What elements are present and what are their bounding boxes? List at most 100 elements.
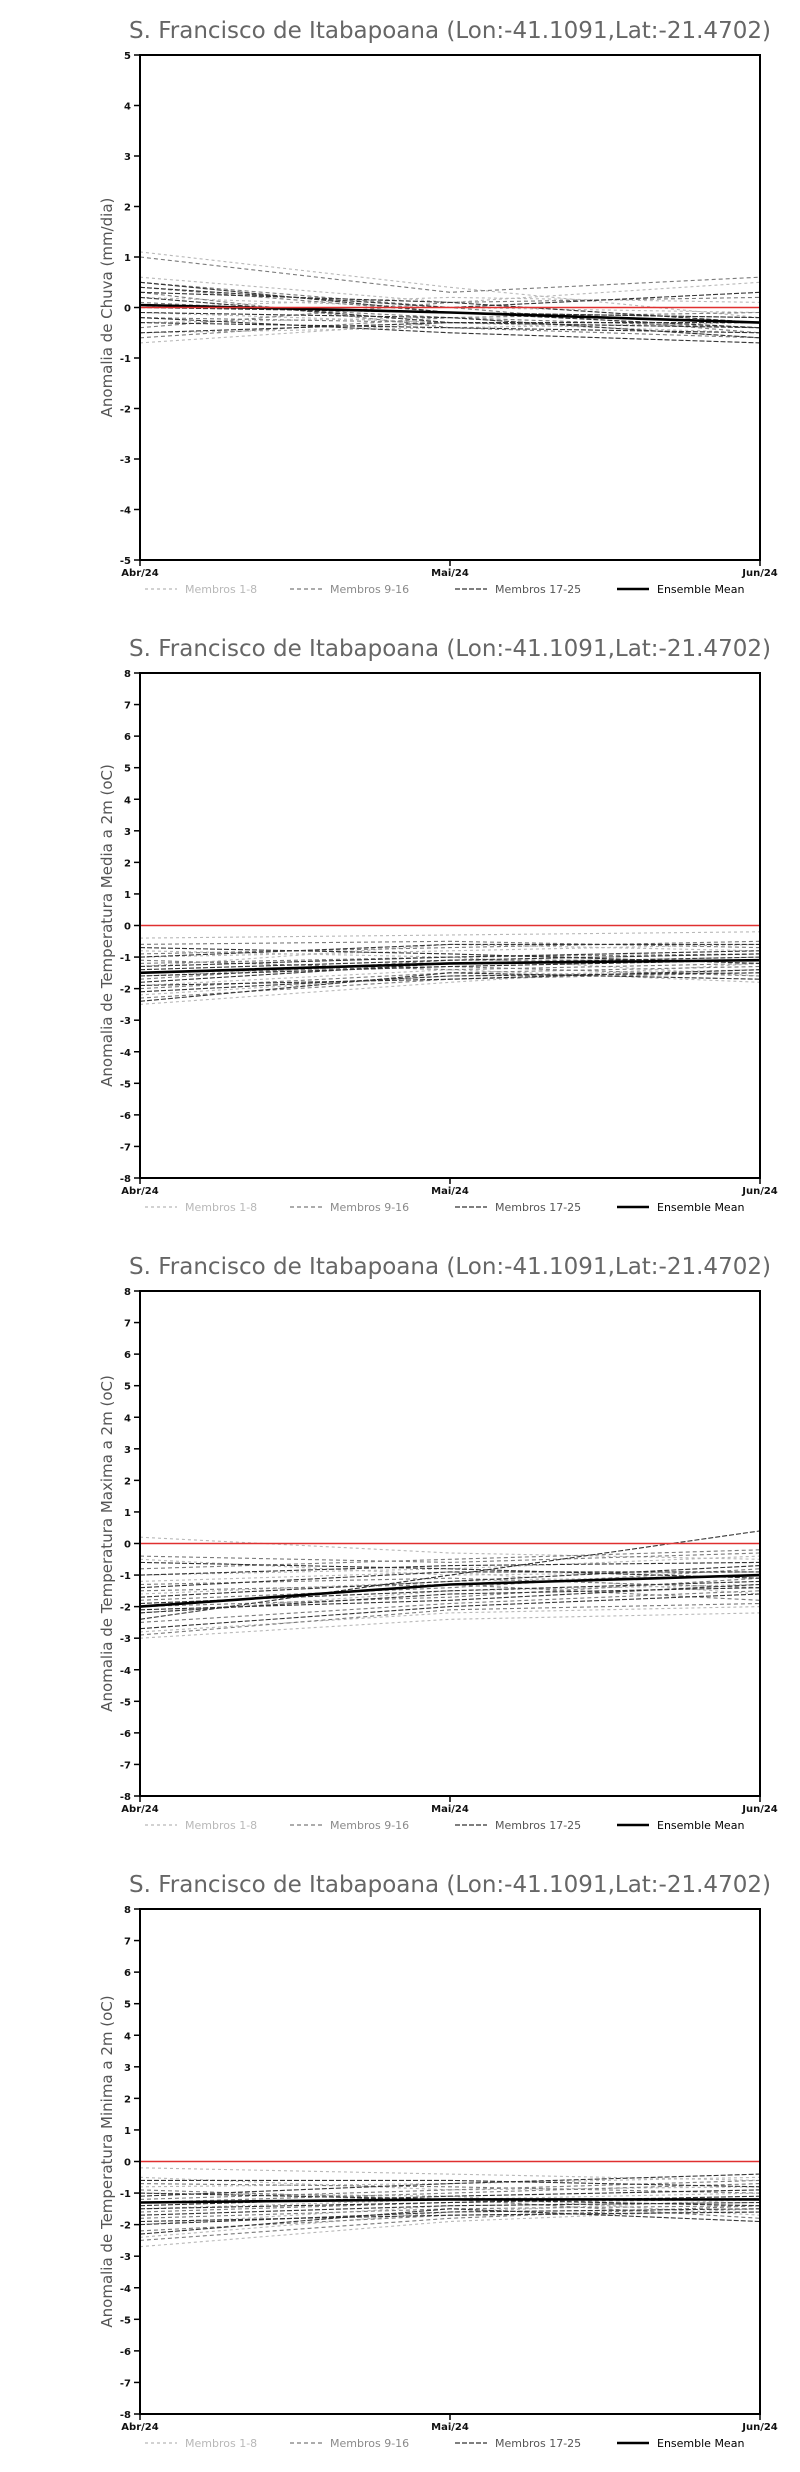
x-tick-label: Jun/24 bbox=[741, 1186, 778, 1197]
member-line-2 bbox=[139, 1555, 761, 1576]
member-line-21 bbox=[139, 972, 761, 1002]
y-tick-label: -7 bbox=[120, 2378, 131, 2389]
y-tick-label: -5 bbox=[120, 1079, 131, 1090]
member-line-1 bbox=[139, 251, 761, 319]
y-tick-label: 2 bbox=[124, 203, 131, 214]
chart-title: S. Francisco de Itabapoana (Lon:-41.1091… bbox=[129, 1254, 771, 1280]
y-tick-label: 5 bbox=[124, 2000, 131, 2011]
member-line-23 bbox=[139, 317, 761, 344]
member-line-18 bbox=[139, 2201, 761, 2216]
y-tick-label: 1 bbox=[124, 1508, 131, 1519]
y-tick-label: 6 bbox=[124, 1968, 131, 1979]
legend-item: Membros 1-8 bbox=[185, 1201, 257, 1214]
member-line-25 bbox=[139, 1583, 761, 1611]
y-tick-label: 1 bbox=[124, 890, 131, 901]
x-tick-label: Abr/24 bbox=[121, 1804, 158, 1815]
y-tick-label: 8 bbox=[124, 669, 131, 680]
member-line-23 bbox=[139, 1561, 761, 1579]
legend-item: Ensemble Mean bbox=[657, 1201, 744, 1214]
member-line-19 bbox=[139, 311, 761, 339]
chart-panel-2: S. Francisco de Itabapoana (Lon:-41.1091… bbox=[98, 636, 778, 1214]
y-tick-label: 5 bbox=[124, 51, 131, 62]
y-tick-label: -5 bbox=[120, 556, 131, 567]
member-line-11 bbox=[139, 1590, 761, 1623]
y-tick-label: -8 bbox=[120, 2410, 131, 2421]
y-tick-label: 3 bbox=[124, 2063, 131, 2074]
member-line-25 bbox=[139, 950, 761, 968]
legend-item: Membros 9-16 bbox=[330, 583, 409, 596]
member-line-20 bbox=[139, 1593, 761, 1630]
member-line-25 bbox=[139, 322, 761, 334]
member-line-12 bbox=[139, 1577, 761, 1589]
y-tick-label: -6 bbox=[120, 2347, 131, 2358]
legend-item: Membros 17-25 bbox=[495, 1819, 581, 1832]
member-line-19 bbox=[139, 953, 761, 971]
member-line-15 bbox=[139, 2183, 761, 2204]
x-tick-label: Mai/24 bbox=[431, 1186, 469, 1197]
y-tick-label: -4 bbox=[120, 1048, 131, 1059]
x-tick-label: Mai/24 bbox=[431, 1804, 469, 1815]
member-line-9 bbox=[139, 256, 761, 293]
x-tick-label: Jun/24 bbox=[741, 2422, 778, 2433]
member-line-16 bbox=[139, 959, 761, 971]
member-line-1 bbox=[139, 2167, 761, 2181]
y-tick-label: -5 bbox=[120, 1697, 131, 1708]
y-tick-label: 7 bbox=[124, 1319, 131, 1330]
legend-item: Membros 1-8 bbox=[185, 583, 257, 596]
legend: Membros 1-8 Membros 9-16 Membros 17-25 Ense… bbox=[145, 583, 744, 596]
member-line-24 bbox=[139, 1565, 761, 1598]
y-tick-label: 3 bbox=[124, 1445, 131, 1456]
member-line-14 bbox=[139, 940, 761, 955]
y-tick-label: -5 bbox=[120, 2315, 131, 2326]
y-tick-label: 4 bbox=[124, 1413, 131, 1424]
member-line-10 bbox=[139, 1568, 761, 1601]
y-tick-label: 5 bbox=[124, 1382, 131, 1393]
legend-item: Membros 1-8 bbox=[185, 2437, 257, 2450]
chart-panel-3: S. Francisco de Itabapoana (Lon:-41.1091… bbox=[98, 1254, 778, 1832]
y-tick-label: -8 bbox=[120, 1174, 131, 1185]
member-line-8 bbox=[139, 322, 761, 344]
member-line-20 bbox=[139, 2189, 761, 2207]
member-line-3 bbox=[139, 311, 761, 329]
member-line-18 bbox=[139, 1580, 761, 1605]
y-tick-label: -3 bbox=[120, 1016, 131, 1027]
y-axis-label: Anomalia de Temperatura Minima a 2m (oC) bbox=[98, 1995, 116, 2327]
member-line-8 bbox=[139, 2176, 761, 2191]
member-line-24 bbox=[139, 2211, 761, 2223]
legend-item: Ensemble Mean bbox=[657, 1819, 744, 1832]
member-line-20 bbox=[139, 947, 761, 964]
y-tick-label: -2 bbox=[120, 1603, 131, 1614]
y-axis-label: Anomalia de Temperatura Maxima a 2m (oC) bbox=[98, 1375, 116, 1712]
y-tick-label: 6 bbox=[124, 1350, 131, 1361]
member-line-8 bbox=[139, 969, 761, 987]
member-line-19 bbox=[139, 2208, 761, 2226]
chart-panel-4: S. Francisco de Itabapoana (Lon:-41.1091… bbox=[98, 1872, 778, 2450]
member-line-21 bbox=[139, 322, 761, 334]
legend-item: Membros 1-8 bbox=[185, 1819, 257, 1832]
y-tick-label: -4 bbox=[120, 1666, 131, 1677]
y-tick-label: 2 bbox=[124, 858, 131, 869]
y-tick-label: -3 bbox=[120, 455, 131, 466]
member-line-2 bbox=[139, 2176, 761, 2188]
legend-item: Membros 9-16 bbox=[330, 1819, 409, 1832]
y-tick-label: -4 bbox=[120, 2284, 131, 2295]
member-line-22 bbox=[139, 1587, 761, 1614]
member-line-21 bbox=[140, 2179, 761, 2188]
member-line-1 bbox=[139, 931, 761, 939]
member-line-6 bbox=[139, 2192, 761, 2216]
y-tick-label: 0 bbox=[124, 2158, 131, 2169]
series-lines bbox=[139, 2167, 761, 2248]
x-tick-label: Mai/24 bbox=[431, 568, 469, 579]
ensemble-mean-line bbox=[139, 1573, 761, 1608]
legend: Membros 1-8 Membros 9-16 Membros 17-25 Ense… bbox=[145, 1819, 744, 1832]
member-line-23 bbox=[139, 943, 760, 958]
member-line-9 bbox=[139, 2179, 761, 2200]
y-tick-label: -1 bbox=[120, 953, 131, 964]
y-tick-label: 8 bbox=[124, 1905, 131, 1916]
legend: Membros 1-8 Membros 9-16 Membros 17-25 Ense… bbox=[145, 2437, 744, 2450]
chart-title: S. Francisco de Itabapoana (Lon:-41.1091… bbox=[129, 18, 771, 44]
y-tick-label: 7 bbox=[124, 701, 131, 712]
x-tick-label: Abr/24 bbox=[121, 1186, 158, 1197]
member-line-6 bbox=[139, 1558, 761, 1576]
y-tick-label: -2 bbox=[120, 985, 131, 996]
